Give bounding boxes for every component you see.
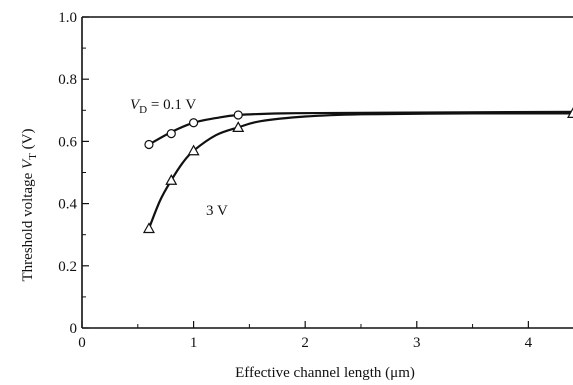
y-tick-label: 0.2 [58,259,77,275]
y-axis-label-symbol: V [20,158,36,169]
y-tick-label: 0.6 [58,134,77,150]
x-tick-label: 3 [413,335,421,351]
x-tick-label: 0 [78,335,86,351]
y-tick-label: 0.4 [58,197,77,213]
series-0-point [188,118,199,128]
plot-frame [81,16,573,329]
series-label-vd-rest: = 0.1 V [147,97,196,113]
x-axis-label: Effective channel length (μm) [235,365,415,381]
series-1-point [142,222,155,234]
series-1-point [232,121,245,133]
x-tick-label: 2 [301,335,309,351]
series-1-point [165,174,178,185]
y-axis-label-prefix: Threshold voltage [20,169,36,281]
series-label-3v: 3 V [206,203,228,219]
series-1-point [187,144,200,156]
y-tick-label: 0.8 [58,72,77,88]
series-0-curve [148,110,573,146]
series-0-point [144,139,154,150]
y-tick-label: 0 [70,321,78,337]
series-label-vd-0-1: VD = 0.1 V [130,97,196,116]
series-0-point [233,110,243,120]
axis-ticks: 0 1 2 3 4 0 0.2 0.4 0.6 0.8 1.0 [58,10,532,351]
series-label-vd-subscript: D [139,104,147,116]
y-axis-label: Threshold voltage VT (V) [20,129,39,282]
series-0-point [166,129,176,139]
y-axis-label-suffix: (V) [20,129,36,154]
y-axis-label-subscript: T [27,153,39,160]
y-tick-label: 1.0 [58,10,77,26]
x-tick-label: 1 [190,335,198,351]
series-1-point [566,107,573,119]
series-label-vd-symbol: V [130,97,141,113]
series-markers [142,107,573,234]
x-tick-label: 4 [525,335,533,351]
